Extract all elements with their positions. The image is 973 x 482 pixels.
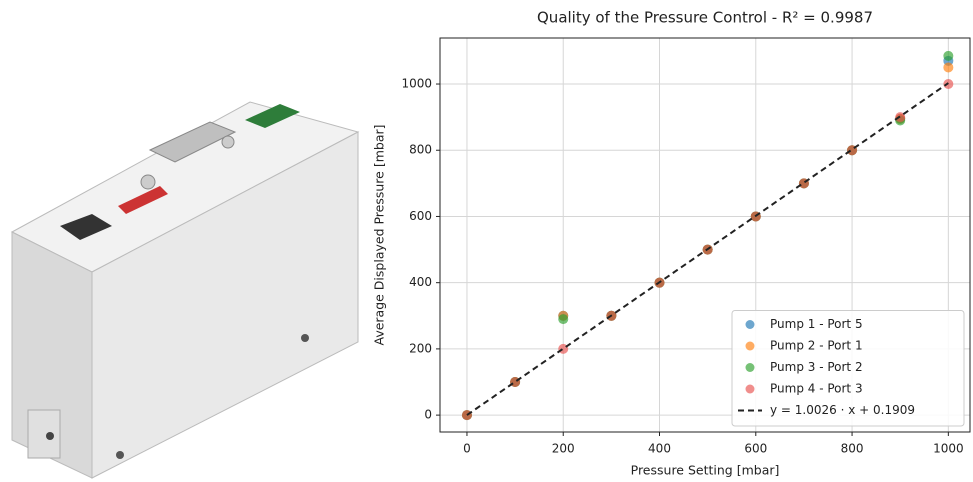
- x-tick-label: 200: [552, 442, 575, 456]
- point: [943, 51, 953, 61]
- x-axis-label: Pressure Setting [mbar]: [631, 463, 780, 478]
- y-tick-label: 800: [409, 143, 432, 157]
- x-tick-label: 1000: [933, 442, 964, 456]
- x-tick-label: 0: [463, 442, 471, 456]
- legend-marker: [746, 342, 755, 351]
- y-tick-label: 200: [409, 341, 432, 355]
- point: [943, 62, 953, 72]
- legend-label: y = 1.0026 · x + 0.1909: [770, 403, 915, 417]
- legend-label: Pump 1 - Port 5: [770, 317, 863, 331]
- point: [558, 314, 568, 324]
- legend-marker: [746, 320, 755, 329]
- y-tick-label: 400: [409, 275, 432, 289]
- legend-marker: [746, 363, 755, 372]
- x-tick-label: 800: [841, 442, 864, 456]
- chart: Quality of the Pressure Control - R² = 0…: [0, 0, 973, 482]
- x-tick-label: 400: [648, 442, 671, 456]
- page: Quality of the Pressure Control - R² = 0…: [0, 0, 973, 482]
- y-axis-label: Average Displayed Pressure [mbar]: [372, 125, 387, 346]
- legend-label: Pump 2 - Port 1: [770, 339, 863, 353]
- legend-label: Pump 3 - Port 2: [770, 360, 863, 374]
- legend-label: Pump 4 - Port 3: [770, 382, 863, 396]
- y-tick-label: 1000: [401, 77, 432, 91]
- x-tick-label: 600: [744, 442, 767, 456]
- chart-title: Quality of the Pressure Control - R² = 0…: [537, 9, 873, 27]
- y-tick-label: 600: [409, 209, 432, 223]
- device-photo: [12, 102, 358, 478]
- legend-marker: [746, 385, 755, 394]
- y-tick-label: 0: [424, 408, 432, 422]
